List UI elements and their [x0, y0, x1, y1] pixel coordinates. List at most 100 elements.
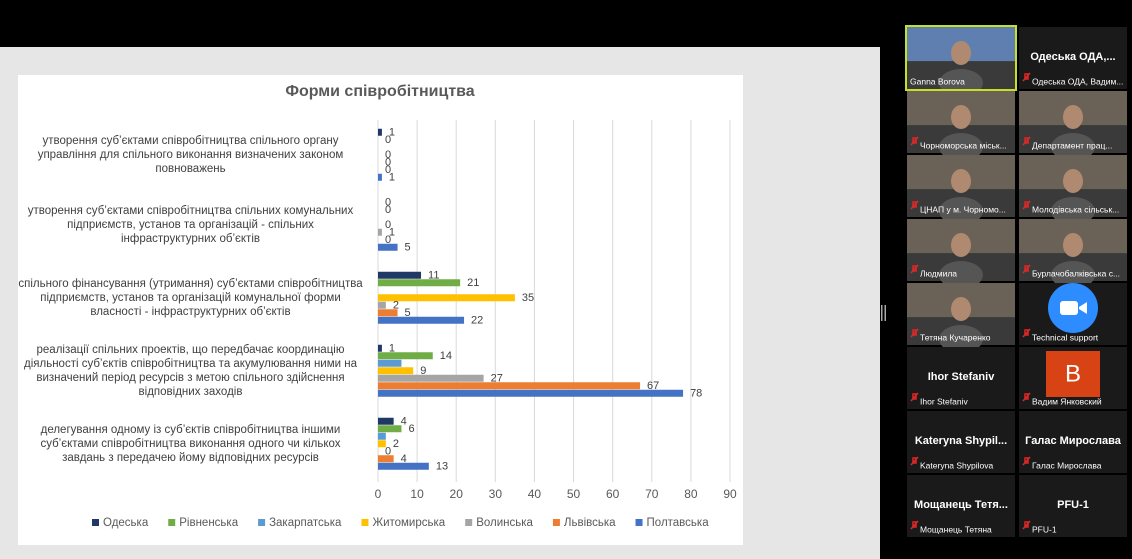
data-label: 0 — [385, 219, 391, 231]
bar — [378, 228, 382, 236]
video-person-body — [939, 133, 983, 161]
data-label: 1 — [389, 226, 395, 238]
participant-tile[interactable]: Ihor Stefaniv Ihor Stefaniv — [907, 347, 1015, 409]
video-person — [951, 169, 971, 193]
participant-tile[interactable]: Ganna Borova — [905, 25, 1017, 97]
legend-swatch — [92, 519, 99, 526]
data-label: 67 — [647, 380, 659, 392]
participant-tile[interactable]: Мощанець Тетя... Мощанець Тетяна — [907, 475, 1015, 537]
data-label: 5 — [405, 241, 411, 253]
bar — [378, 294, 515, 302]
x-tick-label: 50 — [567, 487, 581, 501]
data-label: 21 — [467, 277, 479, 289]
data-label: 35 — [522, 292, 534, 304]
legend-swatch — [361, 519, 369, 526]
participant-name-large: Мощанець Тетя... — [914, 499, 1008, 511]
participant-name: Департамент прац... — [1032, 140, 1112, 150]
bar — [378, 432, 386, 440]
participant-tile[interactable]: Technical support — [1019, 283, 1127, 345]
video-person-body — [939, 325, 983, 353]
data-label: 0 — [385, 134, 391, 146]
data-label: 11 — [428, 269, 439, 281]
participant-tile[interactable]: PFU-1 PFU-1 — [1019, 475, 1127, 537]
video-person-body — [939, 261, 983, 289]
tile-bg — [1019, 475, 1127, 537]
zoom-camera-lens — [1079, 302, 1087, 314]
data-label: 78 — [690, 387, 702, 399]
video-person — [1063, 233, 1083, 257]
tile-bg — [907, 411, 1015, 473]
bar — [378, 440, 386, 448]
bar — [378, 367, 414, 375]
video-person — [951, 41, 971, 65]
data-label: 0 — [385, 204, 391, 216]
participant-tile[interactable]: Людмила — [907, 219, 1015, 289]
zoom-camera — [1060, 301, 1078, 315]
bar — [378, 417, 394, 425]
video-person-body — [1051, 133, 1095, 161]
avatar-bg — [1046, 351, 1100, 397]
participant-name: Вадим Янковский — [1032, 396, 1102, 406]
legend-swatch — [465, 519, 473, 526]
participant-name: Kateryna Shypilova — [920, 460, 994, 470]
x-tick-label: 40 — [528, 487, 542, 501]
participant-tile[interactable]: Бурлачобалківська с... — [1019, 219, 1127, 289]
participant-name: Бурлачобалківська с... — [1032, 268, 1120, 278]
participant-name: ЦНАП у м. Чорномо... — [920, 204, 1006, 214]
participant-tile[interactable]: Департамент прац... — [1019, 91, 1127, 161]
splitter[interactable] — [881, 305, 883, 321]
muted-icon — [1022, 136, 1031, 146]
muted-icon — [1022, 72, 1031, 82]
participant-tile[interactable]: Одеська ОДА,... Одеська ОДА, Вадим... — [1019, 27, 1127, 89]
data-label: 27 — [491, 372, 503, 384]
data-label: 0 — [385, 164, 391, 176]
data-label: 0 — [385, 196, 391, 208]
muted-icon — [910, 136, 919, 146]
category-label: утворення суб’єктами співробітництва спі… — [27, 205, 354, 245]
data-label: 2 — [393, 299, 399, 311]
data-label: 4 — [401, 453, 407, 465]
bar — [378, 301, 386, 309]
x-tick-label: 10 — [410, 487, 424, 501]
tile-bg — [1019, 27, 1127, 89]
legend-swatch — [635, 519, 643, 526]
legend-swatch — [258, 519, 266, 526]
participant-tile[interactable]: Тетяна Кучаренко — [907, 283, 1015, 353]
x-tick-label: 80 — [684, 487, 698, 501]
muted-icon — [1022, 200, 1031, 210]
bar — [378, 352, 433, 360]
video-person-body — [1051, 261, 1095, 289]
legend-swatch — [168, 519, 176, 526]
participant-tile[interactable]: Чорноморська міськ... — [907, 91, 1015, 161]
muted-icon — [1022, 520, 1031, 530]
participant-tile[interactable]: B Вадим Янковский — [1019, 347, 1127, 409]
bar — [378, 173, 382, 181]
data-label: 1 — [389, 126, 395, 138]
legend-label: Рівненська — [179, 517, 238, 529]
muted-icon — [910, 392, 919, 402]
tile-bg — [907, 475, 1015, 537]
participant-name: Мощанець Тетяна — [920, 524, 992, 534]
data-label: 0 — [385, 445, 391, 457]
data-label: 1 — [389, 342, 395, 354]
participant-tile[interactable]: ЦНАП у м. Чорномо... — [907, 155, 1015, 225]
legend-label: Одеська — [103, 517, 149, 529]
participant-name: Technical support — [1032, 332, 1099, 342]
bar — [378, 128, 382, 136]
data-label: 13 — [436, 460, 448, 472]
x-tick-label: 70 — [645, 487, 659, 501]
data-label: 9 — [420, 365, 426, 377]
category-label: спільного фінансування (утримання) суб’є… — [18, 278, 363, 318]
data-label: 14 — [440, 350, 452, 362]
data-label: 5 — [405, 307, 411, 319]
participant-tile[interactable]: Галас Мирослава Галас Мирослава — [1019, 411, 1127, 473]
muted-icon — [910, 456, 919, 466]
legend-label: Закарпатська — [269, 517, 342, 529]
splitter[interactable] — [884, 305, 887, 321]
participant-tile[interactable]: Молодівська сільськ... — [1019, 155, 1127, 225]
category-label: делегування одному із суб’єктів співробі… — [40, 424, 341, 464]
participant-name: Чорноморська міськ... — [920, 140, 1007, 150]
participant-name: PFU-1 — [1032, 524, 1057, 534]
participant-tile[interactable]: Kateryna Shypil... Kateryna Shypilova — [907, 411, 1015, 473]
legend-label: Житомирська — [372, 517, 445, 529]
